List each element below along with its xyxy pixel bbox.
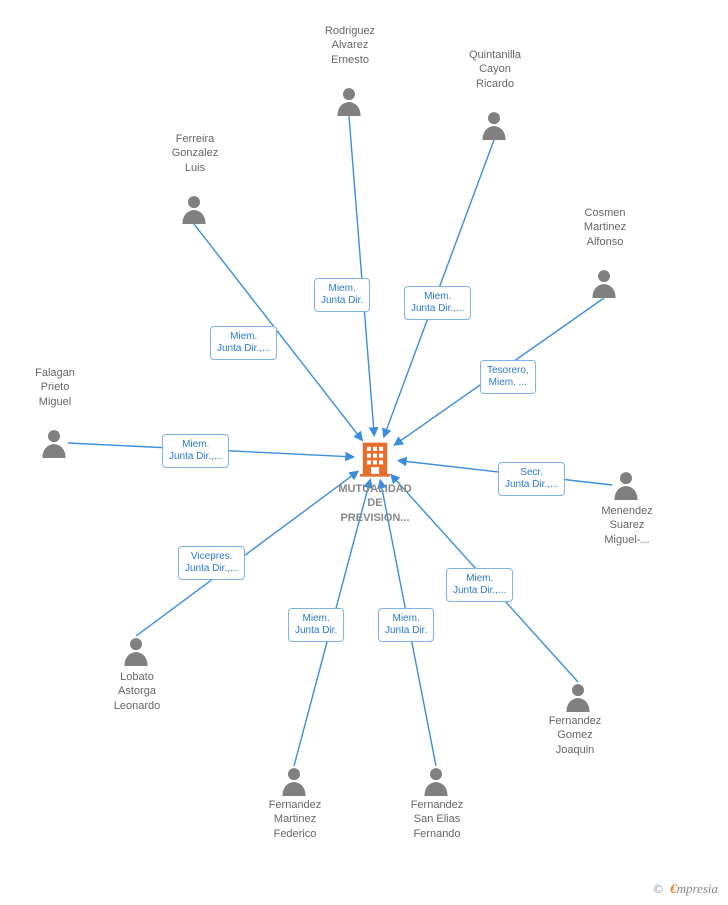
edge-label-rodriguez[interactable]: Miem.Junta Dir. [314, 278, 370, 312]
person-node-cosmen[interactable] [590, 268, 618, 298]
person-node-fernandez_sanelias[interactable] [422, 766, 450, 796]
person-label-menendez: MenendezSuarezMiguel-... [582, 504, 672, 547]
person-label-fernandez_sanelias: FernandezSan EliasFernando [392, 798, 482, 841]
person-label-fernandez_gomez: FernandezGomezJoaquin [530, 714, 620, 757]
person-icon [280, 766, 308, 796]
edge-label-lobato[interactable]: Vicepres.Junta Dir.,... [178, 546, 245, 580]
person-node-lobato[interactable] [122, 636, 150, 666]
edge-label-menendez[interactable]: Secr.Junta Dir.,... [498, 462, 565, 496]
person-node-fernandez_martinez[interactable] [280, 766, 308, 796]
edge-rodriguez [349, 116, 374, 436]
person-icon [480, 110, 508, 140]
person-icon [335, 86, 363, 116]
person-node-fernandez_gomez[interactable] [564, 682, 592, 712]
person-icon [564, 682, 592, 712]
person-label-falagan: FalaganPrietoMiguel [10, 366, 100, 409]
building-icon [358, 440, 392, 478]
person-icon [422, 766, 450, 796]
edge-label-fernandez_martinez[interactable]: Miem.Junta Dir. [288, 608, 344, 642]
watermark: © €mpresia [653, 881, 718, 897]
person-label-quintanilla: QuintanillaCayonRicardo [450, 48, 540, 91]
copyright-symbol: © [653, 881, 663, 896]
edge-label-ferreira[interactable]: Miem.Junta Dir.,... [210, 326, 277, 360]
person-label-fernandez_martinez: FernandezMartinezFederico [250, 798, 340, 841]
edge-label-fernandez_gomez[interactable]: Miem.Junta Dir.,... [446, 568, 513, 602]
person-icon [590, 268, 618, 298]
center-label-line: DE [367, 497, 382, 509]
person-icon [40, 428, 68, 458]
person-label-ferreira: FerreiraGonzalezLuis [150, 132, 240, 175]
person-label-cosmen: CosmenMartinezAlfonso [560, 206, 650, 249]
person-node-quintanilla[interactable] [480, 110, 508, 140]
edge-label-cosmen[interactable]: Tesorero,Miem. ... [480, 360, 536, 394]
person-icon [180, 194, 208, 224]
person-node-menendez[interactable] [612, 470, 640, 500]
center-label-line: MUTUALIDAD [338, 483, 411, 495]
center-node[interactable]: MUTUALIDAD DE PREVISION... [330, 440, 420, 525]
person-label-lobato: LobatoAstorgaLeonardo [92, 670, 182, 713]
edge-label-falagan[interactable]: Miem.Junta Dir.,... [162, 434, 229, 468]
person-node-falagan[interactable] [40, 428, 68, 458]
person-label-rodriguez: RodriguezAlvarezErnesto [305, 24, 395, 67]
edge-label-quintanilla[interactable]: Miem.Junta Dir.,... [404, 286, 471, 320]
brand-rest: mpresia [677, 881, 718, 896]
center-label-line: PREVISION... [340, 512, 409, 524]
person-node-ferreira[interactable] [180, 194, 208, 224]
person-icon [122, 636, 150, 666]
person-icon [612, 470, 640, 500]
person-node-rodriguez[interactable] [335, 86, 363, 116]
edge-label-fernandez_sanelias[interactable]: Miem.Junta Dir. [378, 608, 434, 642]
